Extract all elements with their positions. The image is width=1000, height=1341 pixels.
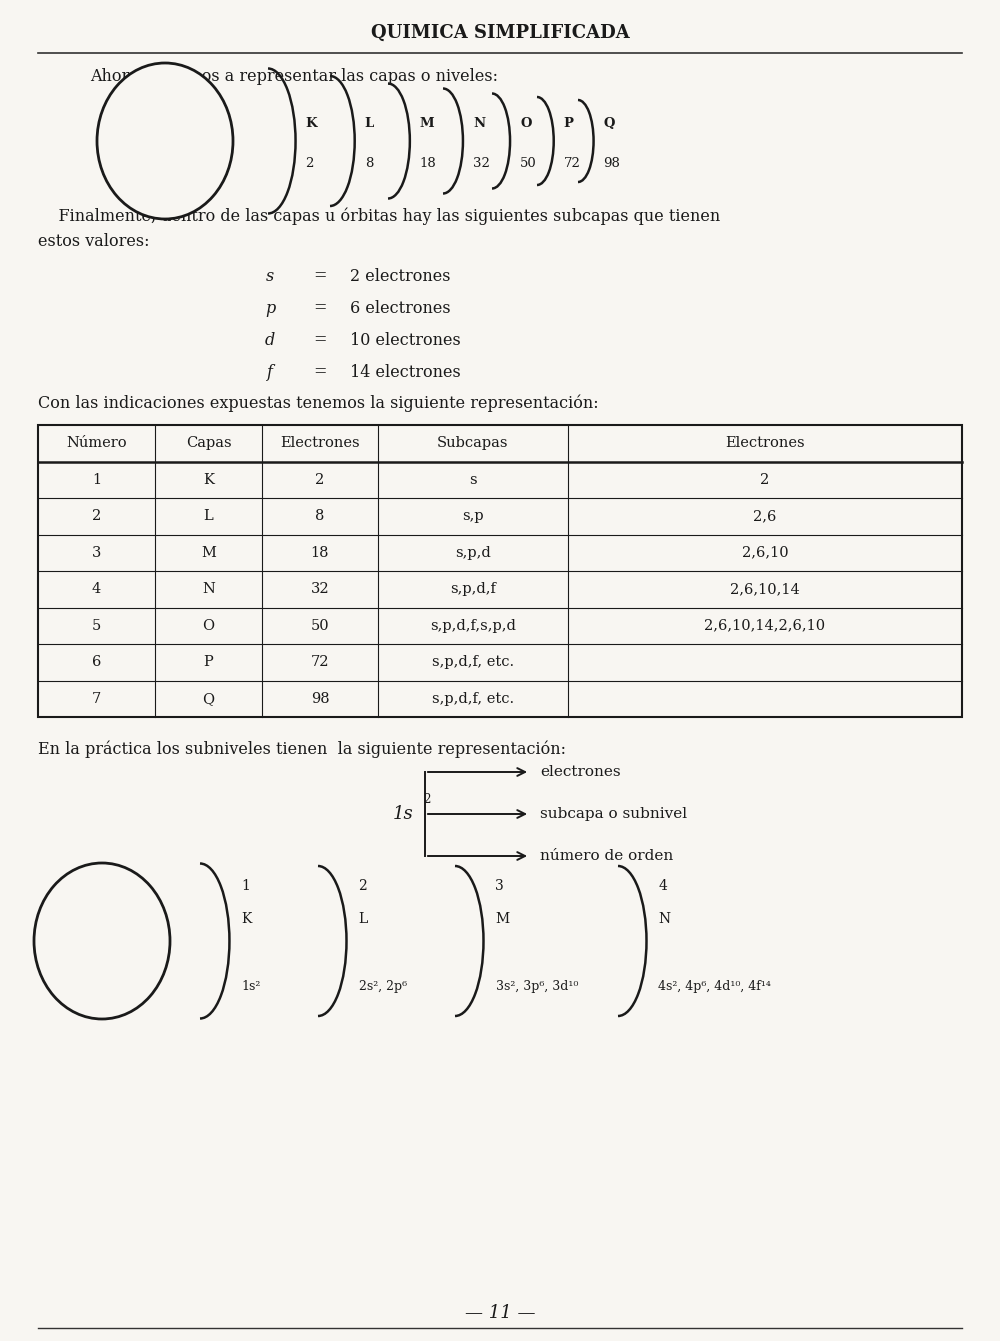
Text: NUCLEO: NUCLEO — [68, 933, 136, 948]
Text: K: K — [306, 117, 317, 130]
Text: 5: 5 — [92, 618, 101, 633]
Text: M: M — [201, 546, 216, 559]
Text: 2,6,10,14,2,6,10: 2,6,10,14,2,6,10 — [704, 618, 826, 633]
Text: =: = — [313, 267, 327, 284]
Text: Electrones: Electrones — [725, 436, 805, 451]
Text: =: = — [313, 331, 327, 349]
Text: 3s², 3p⁶, 3d¹⁰: 3s², 3p⁶, 3d¹⁰ — [496, 979, 578, 992]
Text: N: N — [473, 117, 485, 130]
Text: Q: Q — [604, 117, 615, 130]
Text: Q: Q — [202, 692, 215, 705]
Text: 1s: 1s — [392, 805, 413, 823]
Text: 2: 2 — [760, 473, 770, 487]
Text: NUCLEO: NUCLEO — [131, 134, 199, 148]
Text: 2,6,10: 2,6,10 — [742, 546, 788, 559]
Text: 50: 50 — [520, 157, 537, 169]
Text: 4: 4 — [658, 878, 667, 893]
Text: L: L — [204, 510, 213, 523]
Text: 98: 98 — [311, 692, 329, 705]
Text: Subcapas: Subcapas — [437, 436, 509, 451]
Text: 2,6,10,14: 2,6,10,14 — [730, 582, 800, 597]
Text: d: d — [265, 331, 275, 349]
Text: 1: 1 — [92, 473, 101, 487]
Text: p: p — [265, 299, 275, 316]
Text: 18: 18 — [420, 157, 437, 169]
Text: 32: 32 — [473, 157, 490, 169]
Text: s,p,d,f, etc.: s,p,d,f, etc. — [432, 692, 514, 705]
Text: 50: 50 — [311, 618, 329, 633]
Bar — [38, 425, 962, 717]
Text: electrones: electrones — [540, 764, 621, 779]
Text: 3: 3 — [496, 878, 504, 893]
Text: L: L — [359, 912, 368, 927]
Text: 1: 1 — [241, 878, 250, 893]
Text: Número: Número — [66, 436, 127, 451]
Text: 1s²: 1s² — [241, 979, 261, 992]
Text: M: M — [420, 117, 434, 130]
Ellipse shape — [97, 63, 233, 219]
Text: 18: 18 — [311, 546, 329, 559]
Text: QUIMICA SIMPLIFICADA: QUIMICA SIMPLIFICADA — [371, 24, 629, 42]
Text: subcapa o subnivel: subcapa o subnivel — [540, 807, 687, 821]
Text: M: M — [496, 912, 510, 927]
Text: 2: 2 — [359, 878, 367, 893]
Text: s: s — [266, 267, 274, 284]
Text: 72: 72 — [564, 157, 581, 169]
Text: 4s², 4p⁶, 4d¹⁰, 4f¹⁴: 4s², 4p⁶, 4d¹⁰, 4f¹⁴ — [658, 979, 771, 992]
Text: 32: 32 — [311, 582, 329, 597]
Text: s,p,d: s,p,d — [455, 546, 491, 559]
Text: En la práctica los subniveles tienen  la siguiente representación:: En la práctica los subniveles tienen la … — [38, 740, 566, 758]
Text: 2,6: 2,6 — [753, 510, 777, 523]
Text: Capas: Capas — [186, 436, 231, 451]
Text: K: K — [241, 912, 252, 927]
Text: 4: 4 — [92, 582, 101, 597]
Text: 7: 7 — [92, 692, 101, 705]
Text: f: f — [267, 363, 273, 381]
Text: K: K — [203, 473, 214, 487]
Text: 2: 2 — [306, 157, 314, 169]
Text: 8: 8 — [315, 510, 325, 523]
Text: estos valores:: estos valores: — [38, 232, 150, 249]
Text: 2 electrones: 2 electrones — [350, 267, 450, 284]
Text: s,p,d,f, etc.: s,p,d,f, etc. — [432, 656, 514, 669]
Text: 2: 2 — [423, 793, 430, 806]
Text: Ahora, pasamos a representar las capas o niveles:: Ahora, pasamos a representar las capas o… — [90, 67, 498, 84]
Text: 2: 2 — [92, 510, 101, 523]
Text: — 11 —: — 11 — — [465, 1303, 535, 1322]
Text: s: s — [469, 473, 477, 487]
Text: P: P — [204, 656, 213, 669]
Text: L: L — [365, 117, 374, 130]
Text: 2s², 2p⁶: 2s², 2p⁶ — [359, 979, 407, 992]
Text: N: N — [202, 582, 215, 597]
Text: O: O — [202, 618, 215, 633]
Text: 3: 3 — [92, 546, 101, 559]
Text: Con las indicaciones expuestas tenemos la siguiente representación:: Con las indicaciones expuestas tenemos l… — [38, 394, 599, 412]
Text: Electrones: Electrones — [280, 436, 360, 451]
Text: 6 electrones: 6 electrones — [350, 299, 451, 316]
Text: s,p,d,f,s,p,d: s,p,d,f,s,p,d — [430, 618, 516, 633]
Text: O: O — [520, 117, 532, 130]
Text: =: = — [313, 299, 327, 316]
Text: Finalmente, dentro de las capas u órbitas hay las siguientes subcapas que tienen: Finalmente, dentro de las capas u órbita… — [38, 208, 720, 225]
Text: s,p: s,p — [462, 510, 484, 523]
Text: 6: 6 — [92, 656, 101, 669]
Text: 2: 2 — [315, 473, 325, 487]
Text: N: N — [658, 912, 671, 927]
Ellipse shape — [34, 864, 170, 1019]
Text: 98: 98 — [604, 157, 620, 169]
Text: s,p,d,f: s,p,d,f — [450, 582, 496, 597]
Text: 72: 72 — [311, 656, 329, 669]
Text: 8: 8 — [365, 157, 373, 169]
Text: 10 electrones: 10 electrones — [350, 331, 461, 349]
Text: P: P — [564, 117, 574, 130]
Text: =: = — [313, 363, 327, 381]
Text: número de orden: número de orden — [540, 849, 673, 864]
Text: 14 electrones: 14 electrones — [350, 363, 461, 381]
